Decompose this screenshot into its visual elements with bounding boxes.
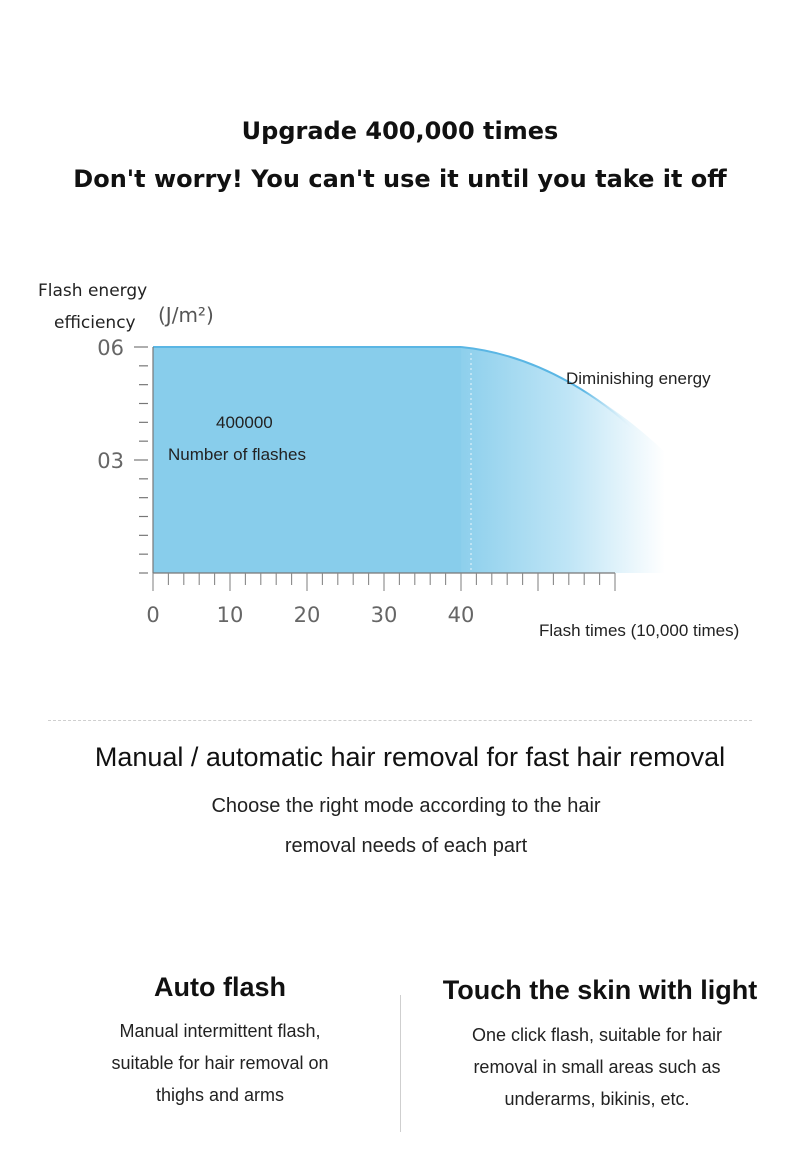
y-axis-label-line1: Flash energy	[38, 281, 148, 301]
section-divider	[48, 720, 752, 721]
feature-auto-flash-title: Auto flash	[154, 972, 286, 1002]
modes-title: Manual / automatic hair removal for fast…	[94, 742, 726, 772]
energy-area-diminishing	[461, 347, 676, 573]
feature-auto-flash-line1: Manual intermittent flash,	[119, 1021, 321, 1041]
feature-column-divider	[400, 995, 401, 1132]
annotation-count-label: Number of flashes	[168, 445, 306, 464]
headline-upgrade: Upgrade 400,000 times	[241, 117, 559, 145]
energy-decline-curve	[460, 346, 652, 449]
y-axis-label-line2: efficiency	[54, 313, 136, 333]
x-tick-label: 30	[371, 603, 398, 627]
feature-touch-light-title: Touch the skin with light	[442, 975, 758, 1005]
x-tick-label: 10	[217, 603, 244, 627]
x-tick-label: 40	[448, 603, 475, 627]
x-axis-label: Flash times (10,000 times)	[539, 621, 739, 640]
annotation-count: 400000	[216, 413, 273, 432]
annotation-decline: Diminishing energy	[566, 369, 711, 388]
feature-touch-light-line3: underarms, bikinis, etc.	[504, 1089, 690, 1109]
x-tick-label: 0	[146, 603, 159, 627]
flash-energy-chart: 06 03 0 10 20 30 40 400000 Number of flashes D…	[97, 336, 739, 640]
y-tick-label: 06	[97, 336, 124, 360]
modes-description-line1: Choose the right mode according to the h…	[211, 795, 601, 817]
feature-auto-flash-line2: suitable for hair removal on	[111, 1053, 329, 1073]
y-axis-unit: (J/m²)	[158, 303, 214, 327]
feature-touch-light-line2: removal in small areas such as	[473, 1057, 721, 1077]
feature-auto-flash-line3: thighs and arms	[155, 1085, 285, 1105]
headline-reassurance: Don't worry! You can't use it until you …	[73, 165, 727, 193]
feature-touch-light-line1: One click flash, suitable for hair	[471, 1025, 723, 1045]
x-tick-label: 20	[294, 603, 321, 627]
modes-description-line2: removal needs of each part	[284, 835, 528, 857]
energy-area-flat	[153, 347, 461, 573]
y-tick-label: 03	[97, 449, 124, 473]
